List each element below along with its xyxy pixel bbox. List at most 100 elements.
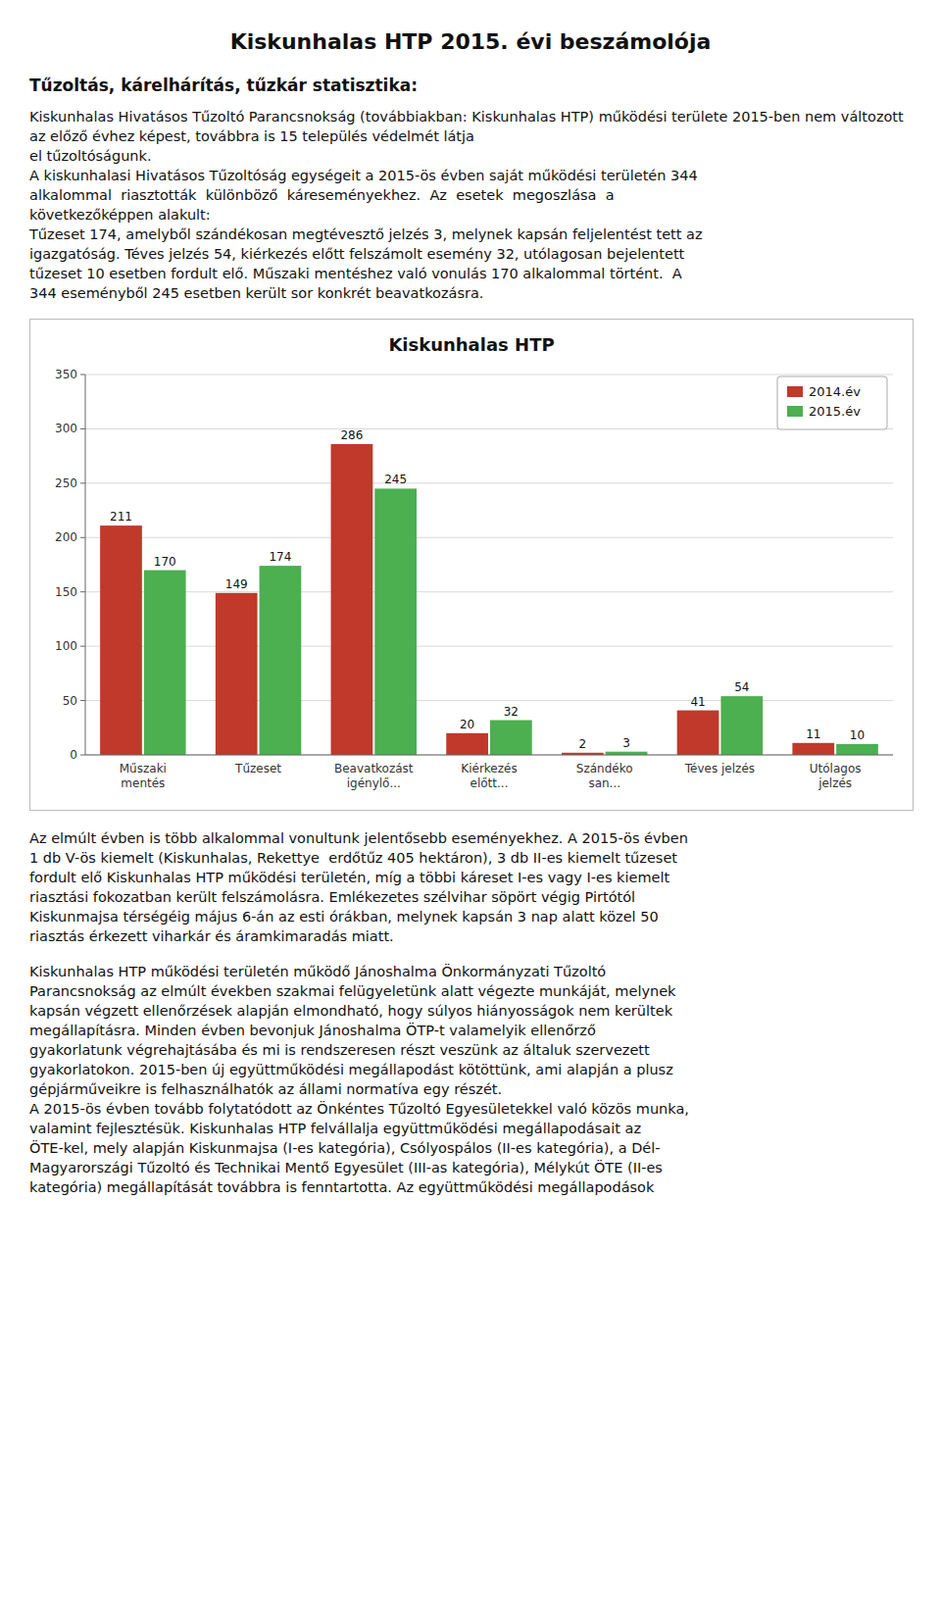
- paragraph-line: gépjárműveikre is felhasználhatók az áll…: [29, 1079, 912, 1099]
- x-tick-label: Téves jelzés: [684, 761, 755, 776]
- legend-label: 2014.év: [808, 384, 861, 399]
- paragraph-line: riasztás érkezett viharkár és áramkimara…: [29, 926, 912, 946]
- x-tick-label-line: jelzés: [817, 776, 852, 791]
- x-axis-line: [85, 754, 893, 756]
- data-label: 41: [690, 694, 705, 709]
- paragraph-line: következőképpen alakult:: [29, 204, 912, 225]
- page-title: Kiskunhalas HTP 2015. évi beszámolója: [29, 29, 912, 54]
- grid-line: [85, 754, 893, 756]
- data-label: 245: [384, 472, 407, 487]
- paragraph-line: Kiskunhalas Hivatásos Tűzoltó Parancsnok…: [29, 106, 912, 147]
- grid-line: [85, 591, 893, 593]
- chart: Kiskunhalas HTP0501001502002503003502111…: [30, 319, 913, 810]
- y-tick: [80, 699, 86, 701]
- x-tick-label-line: san...: [588, 776, 621, 791]
- y-axis: 050100150200250300350: [54, 367, 893, 762]
- y-axis-line: [85, 374, 87, 755]
- paragraph-line: alkalommal riasztották különböző káresem…: [29, 185, 912, 205]
- paragraph-line: 1 db V-ös kiemelt (Kiskunhalas, Rekettye…: [29, 847, 912, 868]
- bar: [215, 593, 258, 755]
- legend-swatch: [787, 386, 803, 397]
- grid-line: [85, 699, 893, 701]
- paragraph-line: Kiskunmajsa térségéig május 6-án az esti…: [29, 906, 912, 927]
- paragraph-line: kapsán végzett ellenőrzések alapján elmo…: [29, 1000, 912, 1021]
- x-tick-label: Beavatkozástigénylő...: [334, 761, 414, 791]
- paragraph: Kiskunhalas Hivatásos Tűzoltó Parancsnok…: [29, 106, 912, 303]
- page: Kiskunhalas HTP 2015. évi beszámolója Tűz…: [0, 0, 941, 1223]
- legend-swatch: [787, 405, 803, 417]
- data-label: 2: [579, 737, 588, 751]
- grid-line: [85, 537, 893, 539]
- y-tick: [80, 537, 86, 539]
- x-tick-label-line: mentés: [120, 776, 165, 791]
- paragraph-line: A 2015-ös évben tovább folytatódott az Ö…: [29, 1098, 912, 1119]
- x-tick-label-line: Kiérkezés: [460, 761, 517, 776]
- x-tick-label: Tűzeset: [234, 761, 282, 776]
- y-tick: [80, 754, 86, 756]
- data-label: 174: [268, 549, 292, 564]
- legend: 2014.év 2015.év: [777, 376, 888, 430]
- y-tick: [80, 591, 86, 593]
- data-label: 54: [734, 680, 749, 694]
- grid-line: [85, 428, 893, 430]
- data-label: 20: [459, 717, 475, 732]
- x-tick-label-line: Műszaki: [119, 761, 167, 776]
- y-tick-label: 300: [54, 421, 78, 436]
- chart-container: Kiskunhalas HTP0501001502002503003502111…: [29, 318, 914, 811]
- x-axis: Műszakimentés Tűzeset Beavatkozástigénylő.…: [119, 761, 862, 791]
- bar: [445, 733, 489, 755]
- paragraph-line: tűzeset 10 esetben fordult elő. Műszaki …: [29, 263, 912, 284]
- x-tick-label-line: Utólagos: [809, 761, 862, 776]
- paragraph-line: Tűzeset 174, amelyből szándékosan megtév…: [29, 224, 912, 245]
- paragraph-line: el tűzoltóságunk.: [29, 146, 912, 166]
- bar: [792, 742, 835, 755]
- paragraph-line: 344 eseményből 245 esetben került sor ko…: [29, 283, 912, 303]
- y-tick-label: 100: [54, 639, 78, 653]
- paragraph-line: ÖTE-kel, mely alapján Kiskunmajsa (I-es …: [29, 1138, 912, 1158]
- grid-line: [85, 374, 893, 376]
- data-labels: 21114928620241111701742453235410: [109, 428, 865, 751]
- y-tick: [80, 428, 86, 430]
- legend-label: 2015.év: [808, 403, 861, 419]
- data-label: 149: [225, 577, 248, 592]
- chart-title: Kiskunhalas HTP: [388, 334, 554, 355]
- paragraph: Az elmúlt évben is több alkalommal vonul…: [29, 828, 912, 946]
- paragraph: Kiskunhalas HTP működési területén működ…: [29, 961, 912, 1197]
- y-tick: [80, 482, 86, 484]
- grid-line: [85, 645, 893, 647]
- x-tick-label: Szándékosan...: [576, 761, 634, 791]
- bar: [677, 710, 720, 755]
- paragraph-line: kategória) megállapítását továbbra is fe…: [29, 1177, 912, 1197]
- paragraph-line: megállapításra. Minden évben bevonjuk Já…: [29, 1020, 912, 1041]
- bar: [331, 444, 374, 755]
- data-label: 286: [340, 428, 363, 443]
- bar: [720, 695, 763, 755]
- data-label: 3: [622, 736, 631, 750]
- paragraph-line: gyakorlatunk végrehajtásába és mi is ren…: [29, 1040, 912, 1060]
- bar: [259, 565, 302, 755]
- data-label: 211: [109, 509, 133, 524]
- y-tick-label: 200: [54, 530, 78, 545]
- x-tick-label-line: Beavatkozást: [334, 761, 414, 776]
- y-tick-label: 50: [62, 693, 78, 708]
- paragraph-line: Magyarországi Tűzoltó és Technikai Mentő…: [29, 1157, 912, 1178]
- bar: [144, 570, 187, 755]
- data-label: 10: [849, 728, 865, 743]
- x-tick-label-line: igénylő...: [346, 776, 401, 791]
- paragraph-line: fordult elő Kiskunhalas HTP működési ter…: [29, 867, 912, 888]
- y-tick: [80, 645, 86, 647]
- paragraph-line: Kiskunhalas HTP működési területén működ…: [29, 961, 912, 982]
- x-tick-label-line: előtt...: [470, 776, 509, 791]
- x-tick-label: Műszakimentés: [119, 761, 167, 791]
- bar: [374, 488, 417, 755]
- bar: [490, 720, 533, 755]
- x-tick-label: Utólagosjelzés: [809, 761, 862, 791]
- paragraph-line: Parancsnokság az elmúlt években szakmai …: [29, 981, 912, 1001]
- y-tick-label: 0: [69, 747, 78, 762]
- y-tick-label: 150: [54, 585, 78, 599]
- data-label: 32: [503, 704, 519, 719]
- data-label: 170: [153, 554, 177, 569]
- paragraph-line: gyakorlatokon. 2015-ben új együttműködés…: [29, 1059, 912, 1080]
- paragraph-line: A kiskunhalasi Hivatásos Tűzoltóság egys…: [29, 165, 912, 186]
- x-tick-label: Kiérkezéselőtt...: [460, 761, 517, 791]
